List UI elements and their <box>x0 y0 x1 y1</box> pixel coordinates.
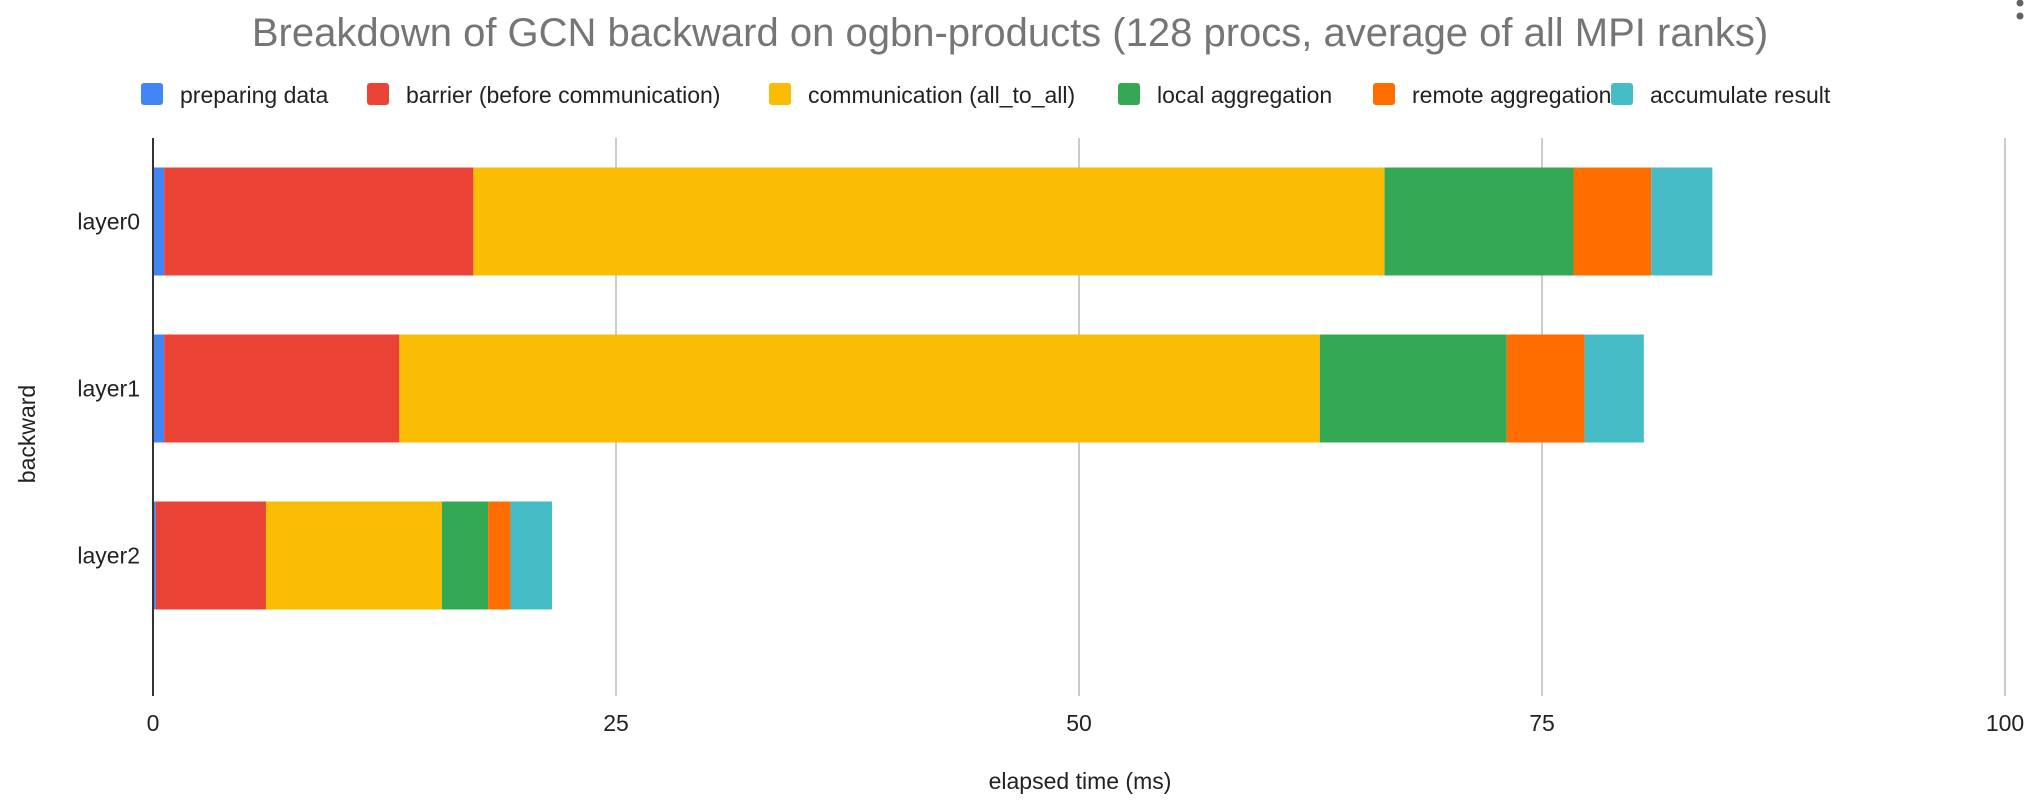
legend-label: communication (all_to_all) <box>808 82 1075 108</box>
x-tick-label: 100 <box>1986 710 2024 736</box>
legend-swatch <box>141 83 163 105</box>
bar-segment[interactable] <box>1319 334 1507 443</box>
x-tick-label: 0 <box>147 710 160 736</box>
bar-segment[interactable] <box>164 167 474 276</box>
x-axis-ticks: 0 25 50 75 100 <box>147 710 2025 736</box>
y-axis-title: backward <box>14 385 40 483</box>
bar-segment[interactable] <box>488 501 511 610</box>
bar-segment[interactable] <box>473 167 1385 276</box>
bar-group-layer2 <box>153 501 553 610</box>
bar-segment[interactable] <box>1651 167 1713 276</box>
y-axis-ticks: layer0 layer1 layer2 <box>77 209 140 569</box>
bar-segment[interactable] <box>1573 167 1652 276</box>
x-tick-label: 50 <box>1066 710 1092 736</box>
bar-segment[interactable] <box>510 501 553 610</box>
x-tick-label: 75 <box>1529 710 1555 736</box>
legend-label: preparing data <box>180 82 329 108</box>
bar-segment[interactable] <box>399 334 1320 443</box>
legend-swatch <box>1611 83 1633 105</box>
bar-segment[interactable] <box>153 167 165 276</box>
bar-segment[interactable] <box>1384 167 1574 276</box>
legend-label: accumulate result <box>1650 82 1831 108</box>
bar-segment[interactable] <box>265 501 442 610</box>
legend: preparing data barrier (before communicat… <box>141 82 1831 108</box>
chart-title: Breakdown of GCN backward on ogbn-produc… <box>252 11 1768 55</box>
legend-label: barrier (before communication) <box>406 82 720 108</box>
bar-segment[interactable] <box>153 334 165 443</box>
more-options-icon[interactable] <box>2016 0 2024 20</box>
bar-segment[interactable] <box>1584 334 1644 443</box>
bar-segment[interactable] <box>441 501 489 610</box>
bar-segment[interactable] <box>1506 334 1585 443</box>
legend-swatch <box>1373 83 1395 105</box>
legend-label: local aggregation <box>1157 82 1332 108</box>
y-tick-label: layer0 <box>77 209 140 235</box>
x-axis-title: elapsed time (ms) <box>989 768 1172 794</box>
x-tick-label: 25 <box>603 710 629 736</box>
y-tick-label: layer1 <box>77 376 140 402</box>
legend-label: remote aggregation <box>1412 82 1611 108</box>
legend-swatch <box>1118 83 1140 105</box>
y-tick-label: layer2 <box>77 543 140 569</box>
bar-group-layer0 <box>153 167 1713 276</box>
bar-group-layer1 <box>153 334 1644 443</box>
bar-segment[interactable] <box>164 334 400 443</box>
bar-segment[interactable] <box>155 501 266 610</box>
bar-segment[interactable] <box>153 501 156 610</box>
legend-swatch <box>769 83 791 105</box>
bars <box>153 167 1713 610</box>
legend-swatch <box>367 83 389 105</box>
